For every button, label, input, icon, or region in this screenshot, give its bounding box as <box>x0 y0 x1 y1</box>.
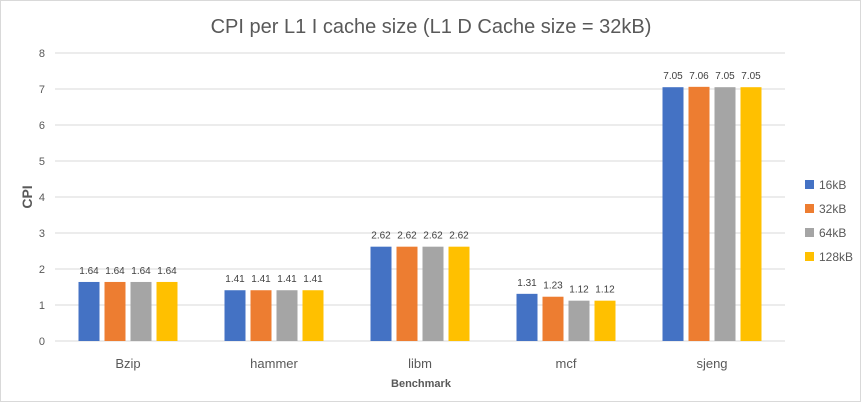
legend-swatch-16kB <box>805 180 814 189</box>
bar-16kB-libm <box>370 246 392 341</box>
bar-16kB-hammer <box>224 290 246 341</box>
y-axis-title: CPI <box>19 185 35 208</box>
data-labels: 1.64 1.64 1.64 1.64 1.41 1.41 1.41 1.41 2.62 2.62… <box>79 71 761 296</box>
bar-32kB-mcf <box>542 296 564 341</box>
bar-128kB-mcf <box>594 300 616 341</box>
bar-128kB-hammer <box>302 290 324 341</box>
bar-64kB-mcf <box>568 300 590 341</box>
data-label: 1.41 <box>303 274 323 285</box>
bar-16kB-Bzip <box>78 281 100 341</box>
data-label: 1.64 <box>131 266 151 277</box>
data-label: 1.64 <box>79 266 99 277</box>
data-label: 1.23 <box>543 281 563 292</box>
bar-64kB-Bzip <box>130 281 152 341</box>
y-tick-label: 2 <box>39 264 45 276</box>
data-label: 7.05 <box>663 71 683 82</box>
bar-128kB-Bzip <box>156 281 178 341</box>
data-label: 1.64 <box>105 266 125 277</box>
legend: 16kB 32kB 64kB 128kB <box>805 178 853 264</box>
data-label: 1.41 <box>277 274 297 285</box>
y-tick-label: 7 <box>39 84 45 96</box>
y-tick-label: 8 <box>39 48 45 60</box>
x-category-label: libm <box>408 356 432 371</box>
bar-128kB-sjeng <box>740 87 762 341</box>
bar-32kB-Bzip <box>104 281 126 341</box>
data-label: 2.62 <box>371 231 391 242</box>
y-tick-label: 5 <box>39 156 45 168</box>
data-label: 7.05 <box>715 71 735 82</box>
data-label: 1.41 <box>251 274 271 285</box>
bar-64kB-libm <box>422 246 444 341</box>
legend-swatch-64kB <box>805 228 814 237</box>
data-label: 2.62 <box>397 231 417 242</box>
data-label: 7.05 <box>741 71 761 82</box>
x-category-label: Bzip <box>115 356 140 371</box>
legend-label: 16kB <box>819 178 846 192</box>
bar-128kB-libm <box>448 246 470 341</box>
y-tick-label: 1 <box>39 300 45 312</box>
x-category-label: hammer <box>250 356 298 371</box>
data-label: 7.06 <box>689 71 709 82</box>
y-tick-label: 3 <box>39 228 45 240</box>
data-label: 2.62 <box>449 231 469 242</box>
bar-32kB-libm <box>396 246 418 341</box>
bar-32kB-hammer <box>250 290 272 341</box>
bar-32kB-sjeng <box>688 86 710 341</box>
data-label: 1.31 <box>517 278 537 289</box>
x-axis-categories: Bzip hammer libm mcf sjeng <box>115 356 727 371</box>
data-label: 1.41 <box>225 274 245 285</box>
x-category-label: mcf <box>556 356 577 371</box>
legend-swatch-32kB <box>805 204 814 213</box>
x-category-label: sjeng <box>696 356 727 371</box>
bars <box>78 86 762 341</box>
y-axis-ticks: 0 1 2 3 4 5 6 7 8 <box>39 48 45 348</box>
y-tick-label: 6 <box>39 120 45 132</box>
legend-label: 128kB <box>819 250 853 264</box>
bar-64kB-hammer <box>276 290 298 341</box>
y-tick-label: 4 <box>39 192 45 204</box>
bar-16kB-sjeng <box>662 87 684 341</box>
bar-16kB-mcf <box>516 293 538 341</box>
data-label: 1.12 <box>569 285 589 296</box>
legend-swatch-128kB <box>805 252 814 261</box>
legend-label: 64kB <box>819 226 846 240</box>
y-tick-label: 0 <box>39 336 45 348</box>
data-label: 1.12 <box>595 285 615 296</box>
x-axis-title: Benchmark <box>391 378 452 390</box>
chart-title: CPI per L1 I cache size (L1 D Cache size… <box>211 16 652 38</box>
data-label: 2.62 <box>423 231 443 242</box>
legend-label: 32kB <box>819 202 846 216</box>
bar-64kB-sjeng <box>714 87 736 341</box>
data-label: 1.64 <box>157 266 177 277</box>
